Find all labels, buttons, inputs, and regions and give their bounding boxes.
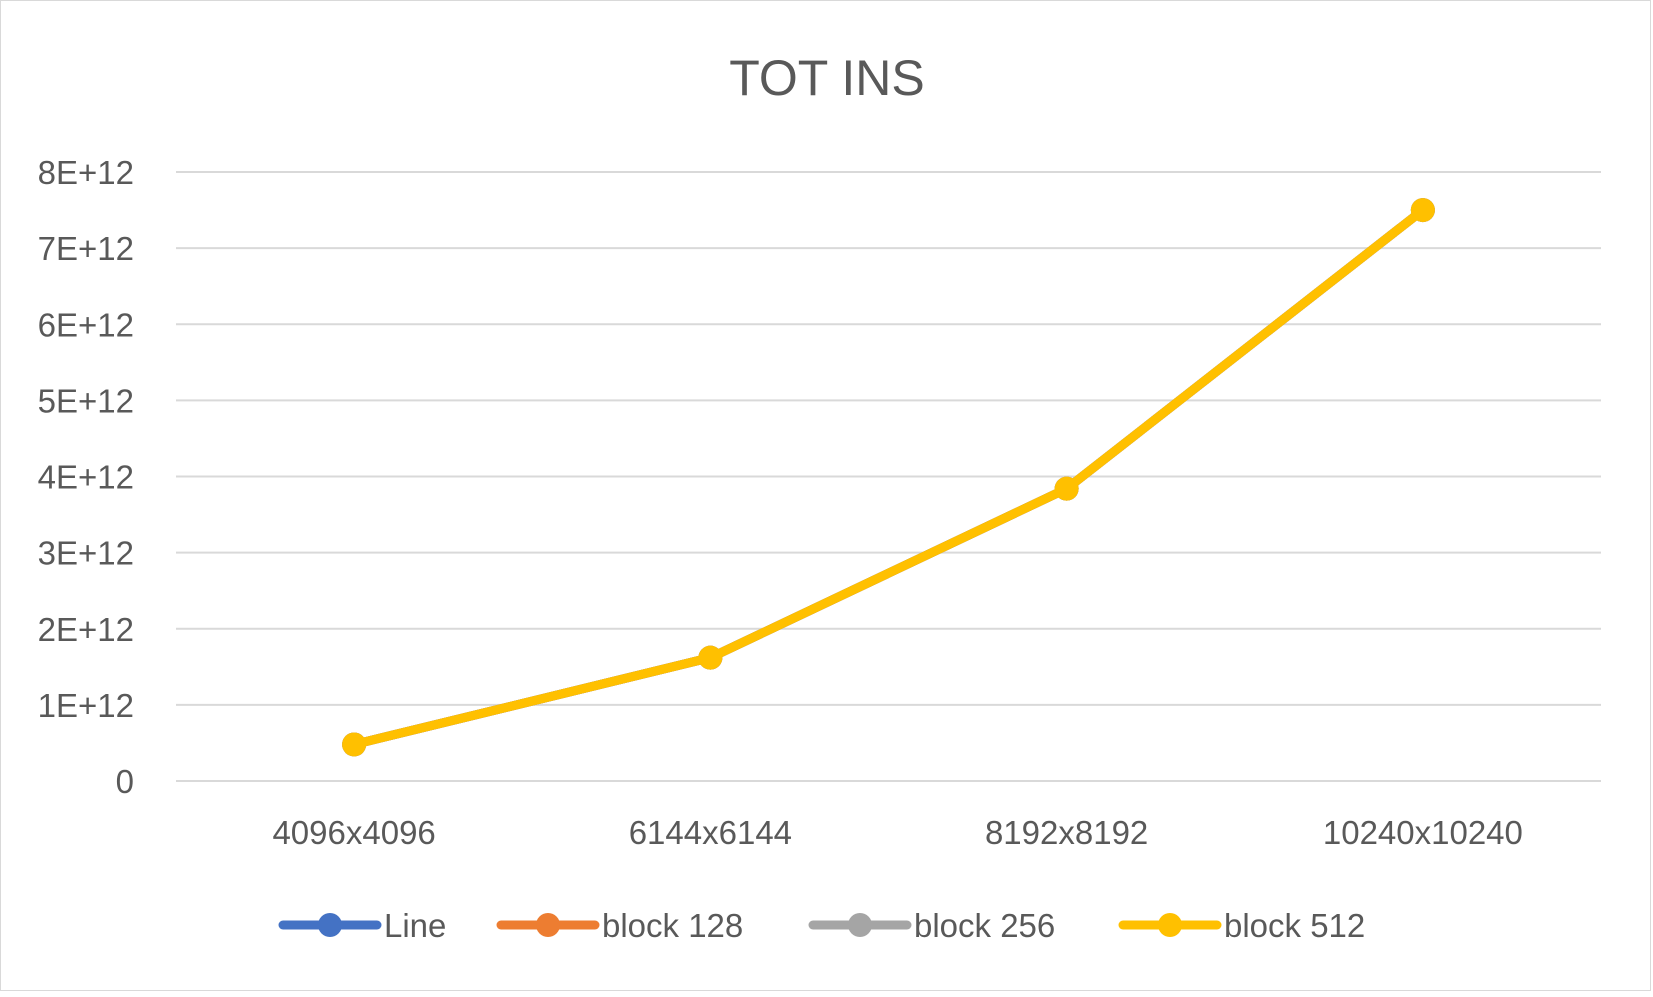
series-block-512 <box>342 198 1435 757</box>
legend-swatch-marker <box>848 913 872 937</box>
legend-item: block 256 <box>808 907 1055 944</box>
legend-label: Line <box>384 907 446 944</box>
data-point <box>1410 198 1435 223</box>
legend: Line block 128 block 256 block 512 <box>278 907 1365 944</box>
y-tick-label: 3E+12 <box>38 535 134 572</box>
legend-label: block 512 <box>1224 907 1365 944</box>
legend-item: Line <box>278 907 446 944</box>
y-tick-label: 1E+12 <box>38 687 134 724</box>
x-tick-label: 4096x4096 <box>272 814 435 851</box>
x-tick-label: 8192x8192 <box>985 814 1148 851</box>
y-tick-label: 5E+12 <box>38 382 134 419</box>
y-tick-label: 7E+12 <box>38 230 134 267</box>
y-axis-ticks: 0 1E+12 2E+12 3E+12 4E+12 5E+12 6E+12 7E+12 8E+1… <box>38 154 134 800</box>
legend-item: block 512 <box>1118 907 1365 944</box>
series-line <box>349 205 1428 749</box>
series-group <box>342 198 1435 757</box>
y-tick-label: 0 <box>116 763 134 800</box>
data-point <box>698 645 723 670</box>
legend-label: block 256 <box>914 907 1055 944</box>
x-tick-label: 10240x10240 <box>1323 814 1523 851</box>
legend-swatch-marker <box>1158 913 1182 937</box>
legend-label: block 128 <box>602 907 743 944</box>
gridlines <box>176 171 1601 782</box>
data-point <box>342 732 367 757</box>
y-tick-label: 8E+12 <box>38 154 134 191</box>
y-tick-label: 4E+12 <box>38 459 134 496</box>
y-tick-label: 2E+12 <box>38 611 134 648</box>
x-axis-ticks: 4096x4096 6144x6144 8192x8192 10240x10240 <box>272 814 1522 851</box>
x-tick-label: 6144x6144 <box>629 814 792 851</box>
data-point <box>1054 476 1079 501</box>
y-tick-label: 6E+12 <box>38 306 134 343</box>
legend-item: block 128 <box>496 907 743 944</box>
chart-title: TOT INS <box>729 50 924 106</box>
legend-swatch-marker <box>318 913 342 937</box>
legend-swatch-marker <box>536 913 560 937</box>
